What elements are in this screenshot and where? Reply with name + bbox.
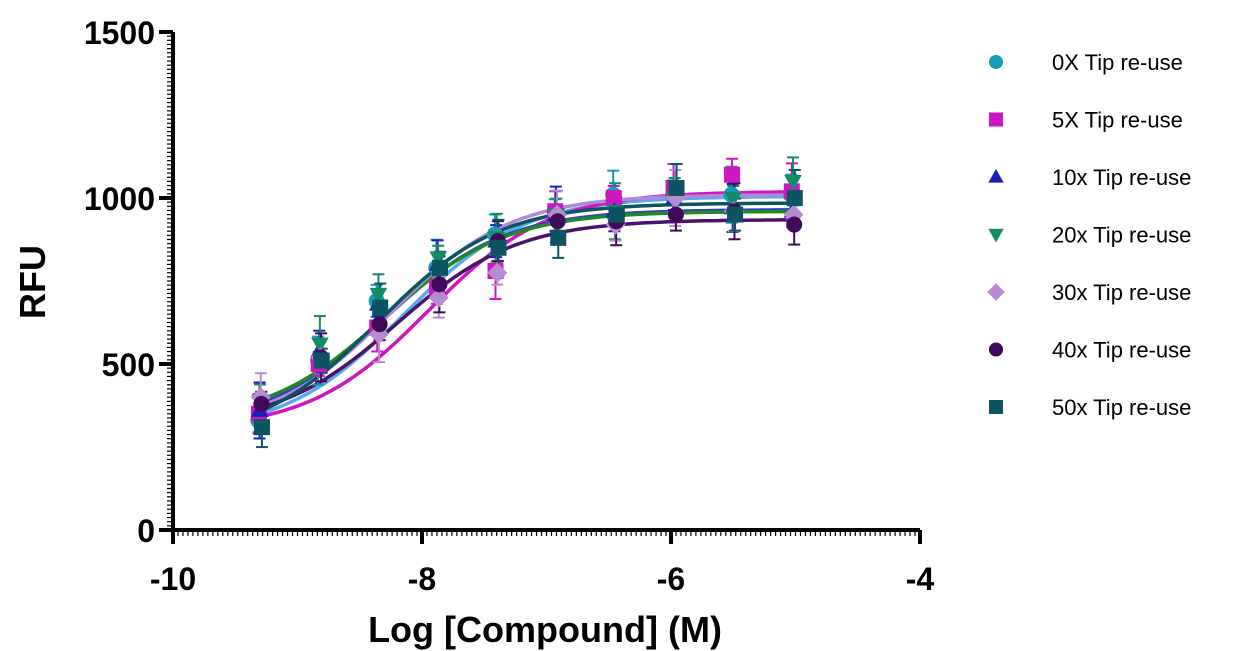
- data-point: [784, 175, 802, 191]
- data-point: [724, 166, 741, 183]
- fit-curve: [259, 201, 793, 413]
- data-point: [253, 395, 270, 412]
- legend-marker: [989, 112, 1003, 127]
- legend-label: 10x Tip re-use: [1052, 165, 1191, 190]
- legend-marker: [987, 283, 1005, 301]
- legend-marker: [988, 168, 1004, 183]
- data-point: [253, 419, 270, 436]
- data-point: [311, 337, 329, 354]
- data-point: [550, 229, 567, 246]
- data-point: [724, 191, 743, 208]
- fit-curve: [259, 218, 793, 410]
- x-tick-label: -4: [906, 561, 935, 597]
- data-point: [490, 239, 507, 256]
- data-point: [431, 276, 448, 293]
- legend-marker: [989, 55, 1003, 69]
- legend-marker: [988, 228, 1004, 243]
- x-axis-title: Log [Compound] (M): [368, 609, 722, 650]
- x-tick-label: -6: [657, 561, 685, 597]
- y-tick-label: 1500: [84, 15, 155, 51]
- data-point: [313, 352, 330, 369]
- data-points: [250, 166, 804, 436]
- data-point: [429, 251, 447, 267]
- y-axis-title: RFU: [12, 245, 53, 319]
- data-point: [549, 213, 566, 230]
- legend-label: 20x Tip re-use: [1052, 223, 1191, 248]
- legend-label: 0X Tip re-use: [1052, 50, 1183, 75]
- data-point: [727, 206, 744, 223]
- data-point: [668, 180, 685, 197]
- data-point: [667, 206, 684, 223]
- y-tick-label: 0: [137, 513, 155, 549]
- axes: [159, 30, 922, 544]
- x-tick-label: -8: [408, 561, 436, 597]
- data-point: [428, 287, 449, 308]
- data-point: [371, 316, 388, 333]
- data-point: [487, 262, 508, 283]
- legend-label: 5X Tip re-use: [1052, 108, 1183, 133]
- legend-marker: [989, 342, 1004, 357]
- tick-labels: -10 -8 -6 -4 0 500 1000 1500: [84, 15, 935, 597]
- data-point: [786, 216, 803, 233]
- fit-curve: [259, 190, 794, 419]
- fit-curves: [259, 190, 794, 419]
- y-tick-label: 1000: [84, 181, 155, 217]
- legend-label: 30x Tip re-use: [1052, 280, 1191, 305]
- data-point: [605, 190, 622, 206]
- legend: 0X Tip re-use 5X Tip re-use 10x Tip re-use…: [987, 50, 1191, 420]
- error-bars: [252, 156, 801, 449]
- legend-marker: [989, 400, 1003, 414]
- data-point: [786, 190, 803, 206]
- data-point: [608, 206, 625, 223]
- legend-label: 40x Tip re-use: [1052, 338, 1191, 363]
- data-point: [372, 299, 389, 316]
- legend-label: 50x Tip re-use: [1052, 395, 1191, 420]
- y-tick-label: 500: [102, 347, 155, 383]
- data-point: [369, 287, 388, 304]
- data-point: [431, 259, 448, 276]
- x-tick-label: -10: [150, 561, 196, 597]
